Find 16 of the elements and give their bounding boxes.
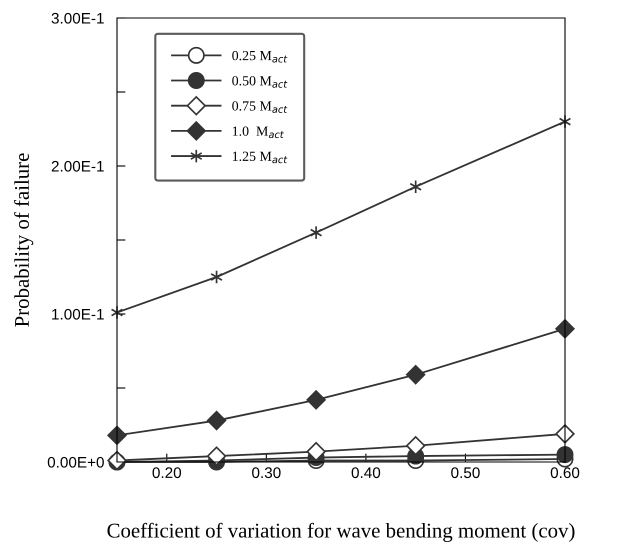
y-tick-label: 3.00E-1 <box>52 12 104 24</box>
x-tick-label: 0.50 <box>451 467 480 478</box>
x-axis-title: Coefficient of variation for wave bending moment (cov) <box>107 522 574 542</box>
y-tick-label: 1.00E-1 <box>52 308 104 320</box>
x-tick-label: 0.40 <box>352 467 380 478</box>
legend-label: 0.75 M$_{act}$ <box>232 101 288 113</box>
x-tick-label: 0.60 <box>550 467 580 478</box>
y-tick-label: 0.00E+0 <box>48 456 104 468</box>
y-tick-label: 2.00E-1 <box>52 160 104 172</box>
legend-label: 1.25 M$_{act}$ <box>232 152 288 164</box>
x-tick-label: 0.30 <box>252 467 281 478</box>
legend-label: 0.25 M$_{act}$ <box>232 50 288 63</box>
x-tick-label: 0.20 <box>152 467 182 478</box>
y-axis-title: Probability of failure <box>14 153 34 327</box>
legend-label: 1.0 M$_{act}$ <box>232 126 284 138</box>
legend-label: 0.50 M$_{act}$ <box>232 76 288 88</box>
